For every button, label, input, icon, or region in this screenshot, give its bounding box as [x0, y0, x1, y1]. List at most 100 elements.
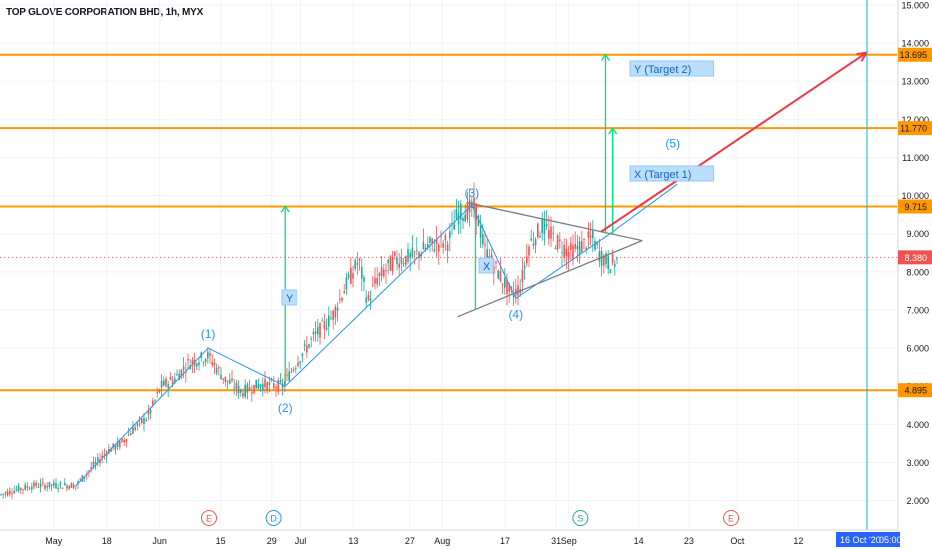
candle-body [365, 297, 367, 303]
candle-body [169, 377, 172, 380]
candle-body [526, 256, 528, 264]
candle-body [537, 223, 539, 238]
candle-body [376, 277, 378, 285]
candle-body [167, 384, 169, 388]
candle-body [339, 298, 341, 300]
price-tick-label: 3.000 [906, 458, 929, 468]
candle-body [53, 482, 55, 486]
candle-body [464, 214, 466, 222]
y-target-arrow-head [600, 53, 611, 61]
candle-body [9, 490, 11, 495]
candle-body [4, 492, 7, 494]
candle-body [257, 384, 260, 389]
candle-body [435, 239, 438, 245]
candle-body [554, 248, 557, 249]
candle-body [42, 482, 44, 483]
candle-body [429, 237, 431, 243]
candle-body [515, 288, 517, 296]
candle-body [413, 251, 416, 253]
candle-body [160, 380, 163, 388]
candle-body [321, 320, 323, 322]
candle-body [317, 327, 319, 335]
drawings: (1) (2) (3) (4) (5) Y X X (Target 1) Y (Target 2… [75, 0, 869, 530]
candle-body [204, 359, 207, 362]
time-cursor-date: 16 Oct '20 [840, 535, 881, 545]
price-tick-label: 14.000 [901, 39, 929, 49]
candle-body [556, 235, 559, 250]
candle-body [468, 199, 471, 213]
candle-body [112, 443, 114, 448]
candle-body [158, 389, 161, 393]
candle-body [336, 307, 339, 311]
candle-body [266, 382, 268, 391]
candle-body [506, 279, 508, 295]
candle-body [176, 374, 178, 376]
candle-body [152, 400, 154, 405]
candle-body [330, 317, 332, 319]
candle-body [475, 203, 477, 221]
candle-body [589, 235, 592, 238]
candle-body [341, 298, 343, 301]
box-label-bg [281, 289, 297, 306]
candle-body [13, 490, 15, 494]
candle-body [134, 427, 136, 430]
candle-body [550, 226, 552, 239]
candle-body [605, 253, 607, 265]
candle-body [37, 487, 40, 488]
time-tick-label: 18 [102, 536, 112, 546]
candle-body [387, 259, 389, 264]
candle-body [215, 367, 218, 373]
price-tick-label: 12.000 [901, 115, 929, 125]
candle-body [22, 489, 24, 490]
candle-body [378, 273, 381, 277]
candle-body [611, 254, 614, 263]
candle-body [297, 362, 299, 366]
candle-body [407, 249, 409, 262]
candle-body [455, 209, 458, 219]
event-marker-label: E [728, 514, 734, 524]
candle-body [367, 294, 370, 300]
candle-body [0, 494, 2, 495]
candle-body [6, 491, 9, 496]
candle-body [48, 481, 51, 488]
candle-body [389, 256, 392, 271]
box-label-bg [629, 165, 715, 182]
price-tick-label: 10.000 [901, 191, 929, 201]
candle-body [130, 433, 132, 436]
candle-body [301, 353, 304, 357]
candle-body [361, 266, 363, 279]
candle-body [105, 453, 108, 457]
time-tick-label: May [45, 536, 63, 546]
candle-body [251, 392, 253, 394]
candle-body [576, 245, 579, 250]
candle-body [374, 277, 376, 284]
candle-body [275, 387, 277, 389]
candle-body [614, 263, 616, 267]
candle-body [567, 252, 570, 260]
candle-body [306, 345, 308, 353]
candle-body [314, 331, 317, 334]
candle-body [563, 245, 565, 258]
candle-body [103, 454, 106, 456]
projection-arrow [600, 51, 868, 233]
candle-body [31, 486, 33, 490]
candle-body [328, 315, 330, 327]
price-tick-label: 7.000 [906, 305, 929, 315]
time-tick-label: 17 [500, 536, 510, 546]
candle-body [345, 277, 348, 290]
candle-body [259, 384, 262, 388]
box-label: Y [286, 293, 294, 305]
time-tick-label: Jun [152, 536, 167, 546]
candle-body [398, 263, 400, 268]
candle-body [517, 285, 519, 296]
candle-body [501, 283, 504, 286]
box-label-bg [629, 60, 715, 77]
candle-body [303, 344, 306, 346]
candle-body [121, 438, 123, 442]
level-price-tag [898, 383, 932, 398]
level-price-label: 13.695 [899, 50, 927, 60]
candle-body [596, 242, 598, 245]
candle-body [277, 380, 279, 392]
time-tick-label: Jul [295, 536, 307, 546]
